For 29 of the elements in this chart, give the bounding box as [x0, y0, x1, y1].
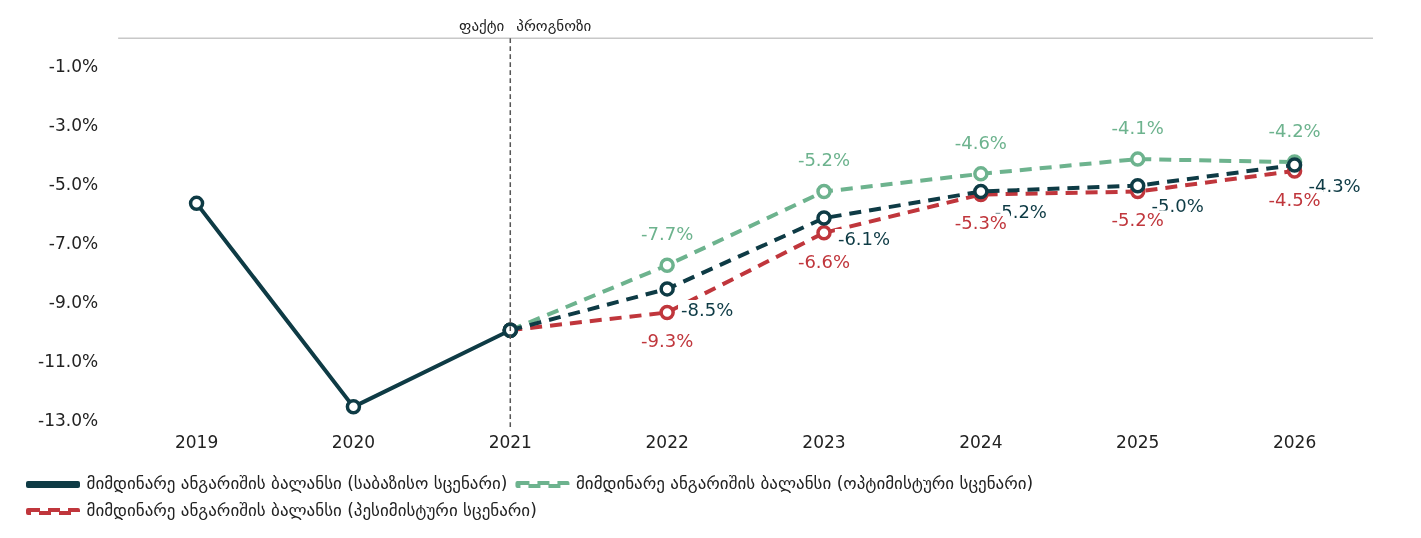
y-tick-label: -3.0% — [48, 115, 99, 136]
y-tick-label: -7.0% — [48, 233, 99, 254]
data-label: -8.5% — [681, 298, 734, 320]
x-tick-label: 2021 — [488, 432, 532, 453]
x-tick-label: 2022 — [645, 432, 689, 453]
legend-label: მიმდინარე ანგარიშის ბალანსი (პესიმისტური სცენარი) — [86, 499, 537, 520]
data-label: -4.1% — [1111, 116, 1164, 138]
data-label: -7.7% — [641, 222, 694, 244]
legend-label: მიმდინარე ანგარიშის ბალანსი (ოპტიმისტური სცენარი) — [575, 472, 1034, 493]
x-tick-label: 2019 — [174, 432, 219, 453]
y-tick-label: -5.0% — [48, 174, 99, 195]
x-tick-label: 2025 — [1116, 432, 1160, 453]
annotation: ფაქტი — [459, 16, 505, 35]
y-tick-label: -9.0% — [48, 292, 99, 313]
data-label: -5.2% — [797, 149, 851, 171]
y-tick-label: -11.0% — [38, 351, 99, 372]
data-label: -9.3% — [641, 330, 694, 352]
data-label: -4.6% — [954, 131, 1007, 153]
x-tick-label: 2020 — [331, 432, 376, 453]
data-label: -6.6% — [797, 250, 851, 272]
legend-label: მიმდინარე ანგარიშის ბალანსი (საბაზისო სცენარი) — [86, 472, 508, 493]
y-tick-label: -13.0% — [38, 410, 99, 431]
y-tick-label: -1.0% — [48, 56, 99, 77]
annotation: პროგნოზი — [516, 16, 592, 35]
data-label: -4.2% — [1268, 119, 1321, 141]
x-tick-label: 2026 — [1272, 432, 1317, 453]
x-tick-label: 2024 — [959, 432, 1003, 453]
data-label: -6.1% — [837, 227, 891, 249]
x-tick-label: 2023 — [802, 432, 846, 453]
